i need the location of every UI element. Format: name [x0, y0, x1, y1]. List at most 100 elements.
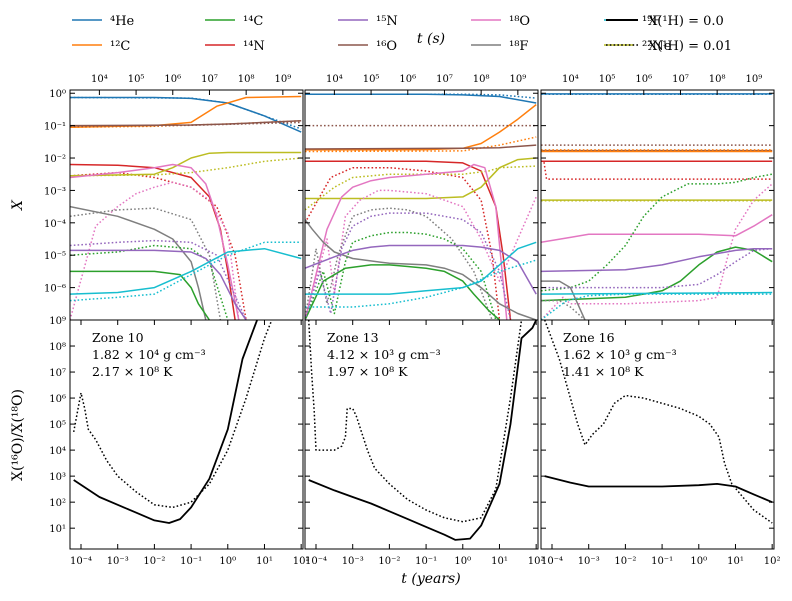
ratio-solid [308, 320, 538, 541]
zone-title: Zone 10 [92, 330, 144, 345]
curve-Ne22-solid [70, 151, 302, 177]
upper-y-tick-label: 10⁻⁶ [44, 284, 66, 295]
x-tick-label: 10¹ [256, 556, 273, 567]
lower-y-tick-label: 10⁹ [49, 316, 66, 327]
lower-frame [304, 319, 539, 550]
top-tick-label: 10⁵ [599, 74, 616, 85]
curve-F19-dotted [541, 293, 773, 320]
legend-label-N14: ¹⁴N [243, 39, 265, 54]
x-tick-label: 10⁻² [143, 556, 165, 567]
zone-density: 1.82 × 10⁴ g cm⁻³ [92, 347, 206, 362]
top-tick-label: 10⁷ [672, 74, 689, 85]
curve-O18-dotted [305, 189, 537, 320]
lower-y-tick-label: 10¹ [49, 524, 66, 535]
x-tick-label: 10⁻⁴ [305, 556, 327, 567]
curve-F18-solid [70, 205, 207, 320]
lower-y-tick-label: 10³ [49, 472, 66, 483]
curve-O16-solid [305, 144, 537, 150]
legend-label-C14: ¹⁴C [243, 14, 263, 29]
x-tick-label: 10⁻² [614, 556, 636, 567]
x-tick-label: 10⁻⁴ [541, 556, 563, 567]
curve-F19-solid [541, 291, 773, 295]
zone-temperature: 1.41 × 10⁸ K [563, 364, 644, 379]
curve-O18-solid [541, 214, 773, 244]
top-tick-label: 10⁴ [326, 74, 343, 85]
curve-C14-solid [305, 264, 500, 320]
curve-N14-solid [305, 160, 512, 320]
upper-ylabel: X [10, 199, 26, 211]
x-tick-label: 10⁻⁴ [70, 556, 92, 567]
x-tick-label: 10¹ [491, 556, 508, 567]
top-xlabel: t (s) [417, 31, 445, 47]
legend-label-O16: ¹⁶O [376, 39, 397, 54]
legend-label-dotted: X(¹H) = 0.01 [648, 39, 732, 54]
ratio-solid [544, 475, 773, 504]
curve-N14-solid [70, 163, 236, 320]
curve-F18-dotted [541, 299, 586, 320]
curve-Ne22-dotted [305, 165, 537, 211]
lower-y-tick-label: 10⁵ [49, 420, 66, 431]
zone-density: 4.12 × 10³ g cm⁻³ [327, 347, 441, 362]
curve-N15-solid [70, 249, 247, 320]
lower-frame [69, 319, 304, 550]
upper-y-tick-label: 10⁰ [49, 89, 66, 100]
top-tick-label: 10⁶ [635, 74, 652, 85]
abundance-series [70, 95, 302, 320]
legend-label-F18: ¹⁸F [509, 39, 528, 54]
curve-N15-solid [541, 247, 773, 273]
x-tick-label: 10⁻³ [342, 556, 364, 567]
top-tick-label: 10⁸ [709, 74, 726, 85]
abundance-series [305, 93, 537, 320]
x-tick-label: 10⁰ [454, 556, 471, 567]
upper-y-tick-label: 10⁻³ [44, 186, 66, 197]
lower-ylabel: X(¹⁶O)/X(¹⁸O) [10, 389, 26, 481]
ratio-series [307, 320, 538, 541]
top-tick-label: 10⁴ [562, 74, 579, 85]
zone-temperature: 2.17 × 10⁸ K [92, 364, 173, 379]
top-tick-label: 10⁶ [164, 74, 181, 85]
x-tick-label: 10⁻³ [578, 556, 600, 567]
curve-C12-solid [70, 95, 302, 129]
top-tick-label: 10⁵ [363, 74, 380, 85]
x-tick-label: 10⁻³ [107, 556, 129, 567]
curve-C14-dotted [70, 244, 229, 320]
abundance-series [541, 93, 773, 320]
curve-F19-solid [70, 247, 302, 295]
panel-3: 10⁻⁴ 10⁻³ 10⁻² 10⁻¹ 10⁰ 10¹ 10² 10⁴ 10⁵ 10⁶ 10⁷ 10⁸… [540, 74, 781, 567]
curve-F19-dotted [70, 241, 302, 302]
x-tick-label: 10⁻¹ [415, 556, 437, 567]
ratio-dotted [543, 320, 773, 524]
curve-O18-solid [305, 163, 508, 320]
curve-F18-dotted [70, 207, 222, 320]
curve-N15-dotted [70, 239, 247, 320]
curve-He4-dotted [70, 96, 302, 130]
curve-C14-dotted [541, 173, 773, 292]
curve-O16-dotted [70, 121, 302, 128]
curve-N14-dotted [541, 160, 773, 180]
upper-y-tick-label: 10⁻⁵ [44, 251, 66, 262]
curve-C14-dotted [305, 231, 497, 320]
curve-O18-solid [70, 163, 240, 320]
panels: 10⁻⁴ 10⁻³ 10⁻² 10⁻¹ 10⁰ 10¹ 10² 10⁴ 10⁵ 10⁶ 10⁷ 10⁸… [44, 74, 781, 567]
x-tick-label: 10⁻¹ [180, 556, 202, 567]
top-tick-label: 10⁵ [128, 74, 145, 85]
zone-title: Zone 16 [563, 330, 615, 345]
zone-temperature: 1.97 × 10⁸ K [327, 364, 408, 379]
legend-label-solid: X(¹H) = 0.0 [648, 14, 724, 29]
lower-y-tick-label: 10⁴ [49, 446, 66, 457]
legend-label-C12: ¹²C [110, 39, 130, 54]
lower-frame [540, 319, 775, 550]
upper-y-tick-label: 10⁻⁴ [44, 219, 66, 230]
curve-He4-solid [70, 96, 302, 133]
x-tick-label: 10¹ [727, 556, 744, 567]
top-tick-label: 10⁴ [91, 74, 108, 85]
top-tick-label: 10⁷ [201, 74, 218, 85]
x-tick-label: 10⁻¹ [651, 556, 673, 567]
curve-F18-solid [541, 280, 586, 320]
curve-N15-dotted [541, 247, 773, 289]
x-tick-label: 10² [293, 556, 310, 567]
ratio-solid [73, 320, 258, 524]
x-tick-label: 10² [764, 556, 781, 567]
curve-C14-solid [70, 270, 211, 320]
